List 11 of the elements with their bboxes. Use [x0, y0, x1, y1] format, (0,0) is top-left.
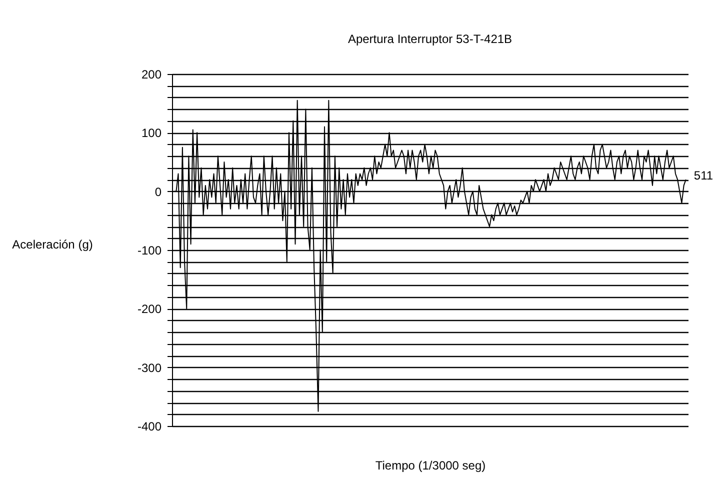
- chart-title: Apertura Interruptor 53-T-421B: [348, 32, 512, 46]
- y-axis-title: Aceleración (g): [12, 238, 93, 252]
- y-tick-label: -200: [137, 302, 162, 316]
- y-tick-label: -100: [137, 244, 162, 258]
- y-tick-label: 0: [154, 184, 162, 199]
- x-axis-title: Tiempo (1/3000 seg): [375, 458, 486, 472]
- text: 511: [694, 168, 714, 183]
- y-tick-label: -300: [137, 360, 162, 375]
- y-tick-label: -400: [137, 420, 162, 434]
- y-tick-label: 200: [141, 68, 162, 82]
- y-tick-label: 100: [141, 126, 162, 140]
